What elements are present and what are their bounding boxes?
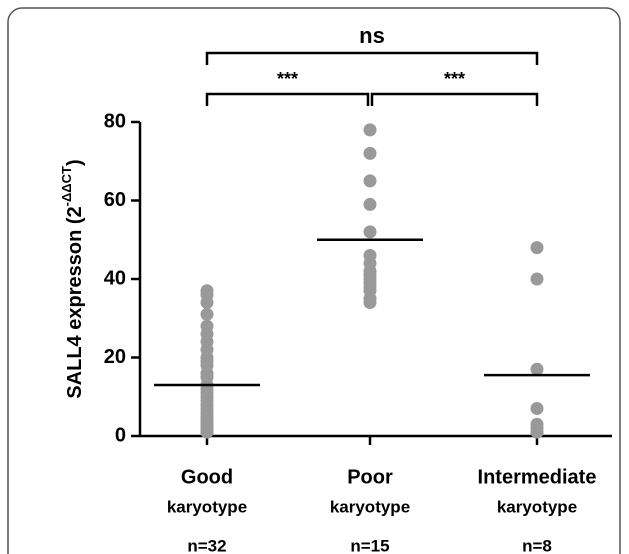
significance-bracket [205,51,539,65]
frame [7,7,621,554]
significance-label: ns [359,23,385,48]
significance-label: *** [444,69,465,89]
data-point [200,425,214,439]
category-sublabel: karyotype [167,497,247,516]
data-point [363,146,377,160]
data-point [200,296,214,310]
data-point [200,307,214,321]
significance-bracket [370,92,539,106]
count-label: n=32 [187,536,226,554]
y-axis-title: SALL4 expresson (2-ΔΔCT) [59,159,86,398]
category-label: Intermediate [478,466,597,488]
count-label: n=15 [350,536,389,554]
y-title-main: SALL4 expresson (2 [64,206,86,398]
data-point [363,296,377,310]
data-point [363,174,377,188]
y-tick-label: 40 [104,267,126,289]
significance-label: *** [277,69,298,89]
y-tick-label: 80 [104,110,126,132]
y-tick-label: 20 [104,346,126,368]
y-title-end: ) [64,159,86,166]
y-title-sup: -ΔΔCT [59,166,74,206]
count-label: n=8 [522,536,552,554]
data-point [530,272,544,286]
significance-bracket [205,92,370,106]
data-point [530,425,544,439]
category-sublabel: karyotype [330,497,410,516]
data-point [530,241,544,255]
data-point [363,197,377,211]
data-point [530,402,544,416]
category-sublabel: karyotype [497,497,577,516]
y-tick-label: 0 [115,424,126,446]
data-point [363,123,377,137]
data-point [363,225,377,239]
category-label: Poor [347,466,393,488]
data-point [530,362,544,376]
category-label: Good [181,466,233,488]
y-tick-label: 60 [104,189,126,211]
